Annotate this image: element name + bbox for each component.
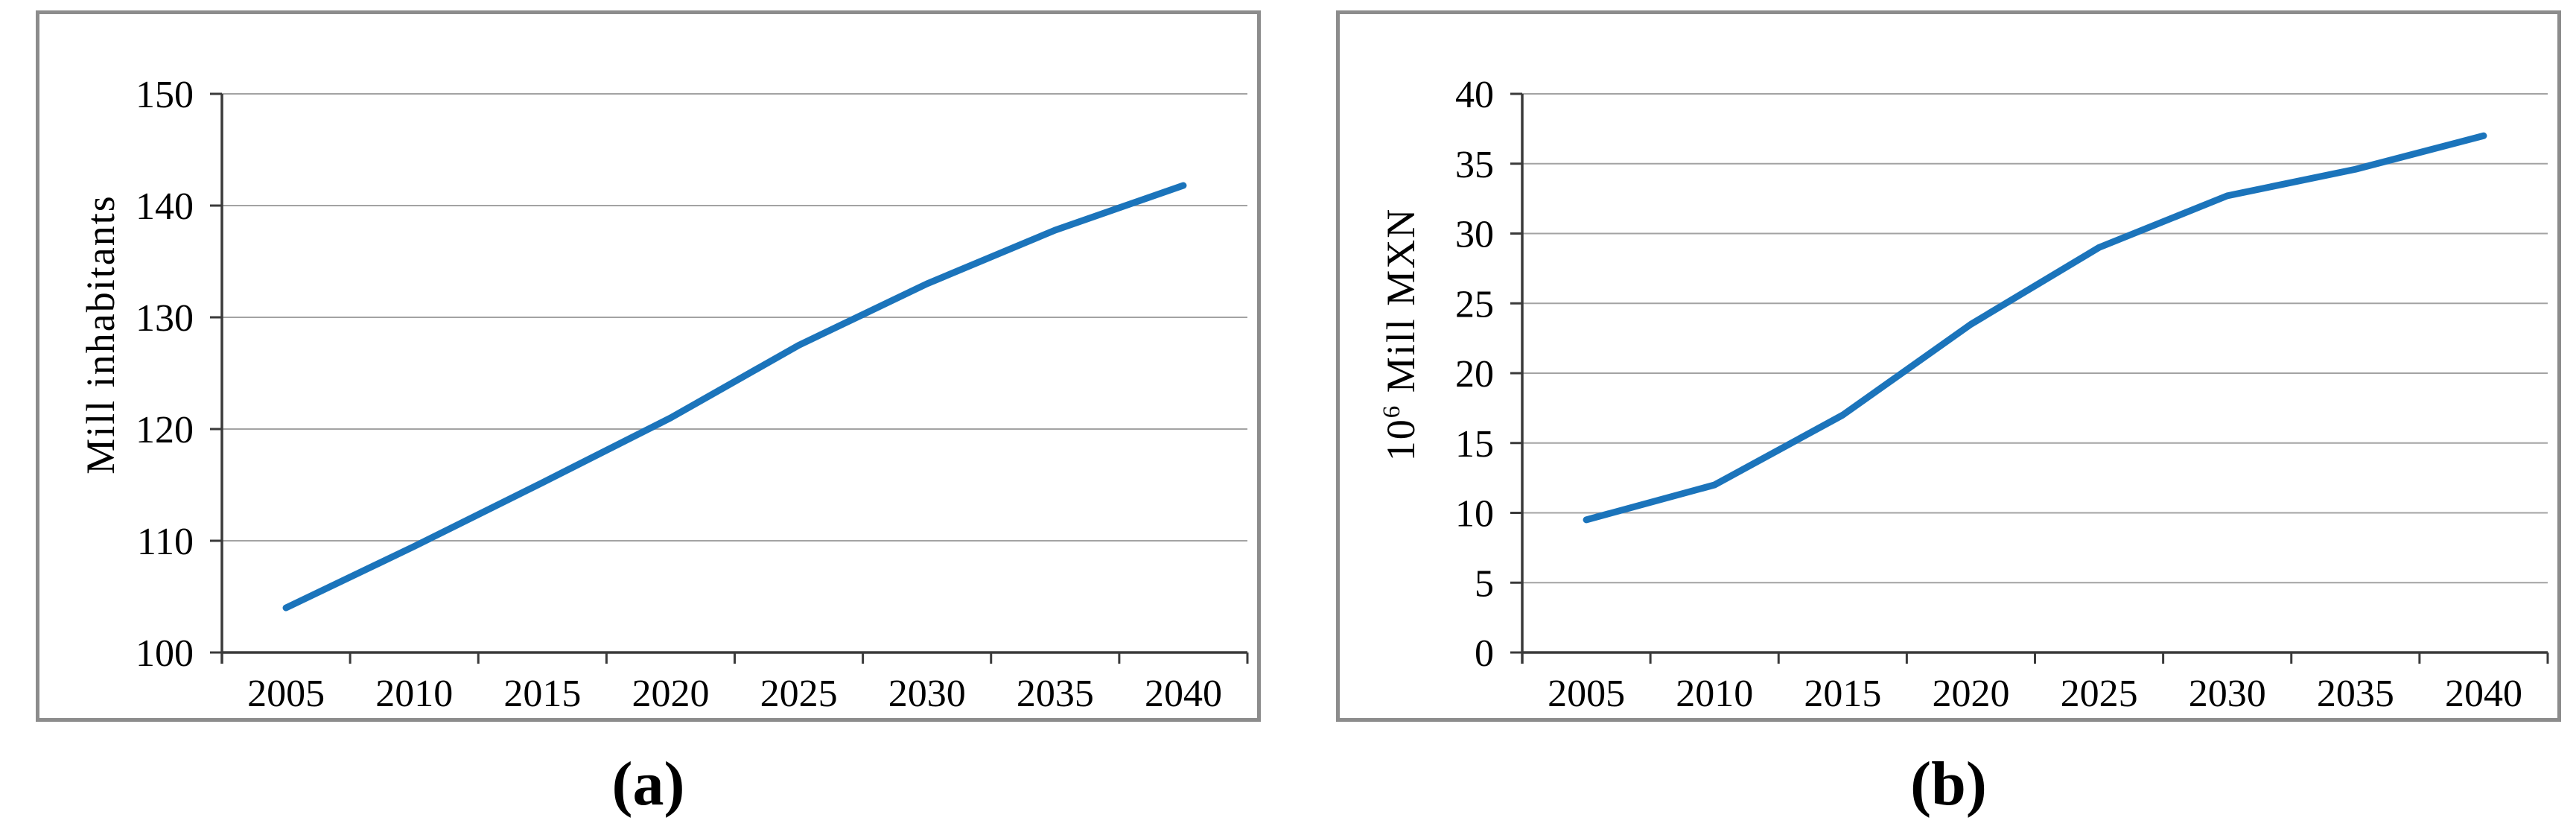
y-tick-label: 150 [136, 74, 194, 116]
x-tick-label: 2030 [2189, 673, 2266, 715]
x-tick-label: 2020 [632, 673, 709, 715]
y-axis-title: 106 Mill MXN [1378, 208, 1423, 462]
y-axis-title: Mill inhabitants [78, 194, 123, 474]
x-tick-label: 2030 [888, 673, 966, 715]
data-line [1583, 132, 2487, 524]
x-tick-label: 2040 [2445, 673, 2522, 715]
x-tick-label: 2005 [247, 673, 325, 715]
x-tick-label: 2035 [2317, 673, 2394, 715]
y-tick-label: 30 [1455, 214, 1494, 256]
y-tick-label: 20 [1455, 353, 1494, 396]
x-tick-label: 2040 [1145, 673, 1222, 715]
y-tick-label: 100 [136, 632, 194, 675]
y-tick-label: 120 [136, 409, 194, 451]
y-tick-label: 35 [1455, 144, 1494, 186]
y-tick-label: 15 [1455, 423, 1494, 466]
caption-b: (b) [1910, 749, 1987, 819]
x-tick-label: 2025 [760, 673, 838, 715]
chart-panel-b: 0 5 10 15 20 25 30 35 40 2005 2010 2015 2020 2025 2030… [1336, 10, 2561, 722]
y-tick-label: 140 [136, 185, 194, 228]
y-tick-label: 130 [136, 297, 194, 340]
x-tick-label: 2035 [1017, 673, 1094, 715]
x-tick-label: 2025 [2061, 673, 2138, 715]
line-chart-a: 100 110 120 130 140 150 2005 2010 2015 2020 2025 20… [78, 74, 1249, 715]
y-tick-label: 40 [1455, 74, 1494, 116]
x-tick-label: 2005 [1548, 673, 1625, 715]
y-tick-label: 0 [1475, 632, 1494, 675]
chart-panel-a: 100 110 120 130 140 150 2005 2010 2015 2020 2025 20… [36, 10, 1261, 722]
y-tick-label: 110 [137, 521, 194, 563]
x-tick-label: 2020 [1932, 673, 2009, 715]
y-tick-label: 25 [1455, 283, 1494, 326]
caption-a: (a) [611, 749, 685, 819]
data-line [282, 182, 1187, 612]
x-tick-label: 2010 [375, 673, 453, 715]
y-tick-label: 5 [1475, 562, 1494, 605]
x-tick-label: 2015 [503, 673, 581, 715]
y-tick-label: 10 [1455, 493, 1494, 536]
x-tick-label: 2015 [1804, 673, 1881, 715]
x-tick-label: 2010 [1676, 673, 1753, 715]
